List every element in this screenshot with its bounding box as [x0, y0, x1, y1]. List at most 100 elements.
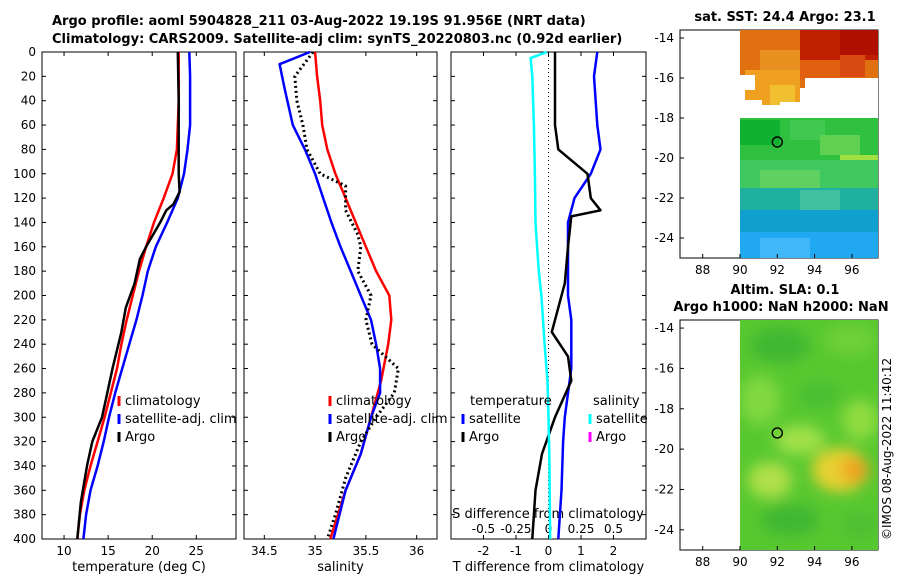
y-tick-label: 120	[13, 191, 36, 205]
map-x-tick-label: 96	[844, 263, 859, 277]
y-tick-label: 240	[13, 337, 36, 351]
x-tick-label: 0	[545, 544, 553, 558]
x-tick-label: 35	[307, 544, 322, 558]
sla-map-title-line2: Argo h1000: NaN h2000: NaN	[673, 300, 889, 315]
y-tick-label: 100	[13, 167, 36, 181]
map-y-tick-label: -24	[654, 523, 674, 537]
y-tick-label: 260	[13, 362, 36, 376]
legend-label: satellite-adj. clim	[336, 412, 448, 427]
salinity-panel: 34.5 35 35.5 36 salinity climatology satellite…	[243, 50, 448, 575]
x-tick-label: -1	[510, 544, 522, 558]
y-tick-label: 220	[13, 313, 36, 327]
legend-label: climatology	[125, 394, 201, 409]
x-tick-label: 25	[189, 544, 204, 558]
sst-map	[679, 29, 879, 259]
sla-map-title-line1: Altim. SLA: 0.1	[730, 283, 840, 298]
map-x-tick-label: 94	[807, 555, 822, 569]
sst-map-title: sat. SST: 24.4 Argo: 23.1	[694, 10, 876, 25]
map-y-tick-label: -22	[654, 482, 674, 496]
x-tick-label: 34.5	[251, 544, 278, 558]
legend-label: Argo	[596, 430, 626, 445]
difference-panel: -2 -1 0 1 2 T difference from climatology S di…	[450, 50, 648, 575]
x-tick-label: 36	[409, 544, 424, 558]
series-line-s-satellite	[529, 50, 552, 540]
map-x-tick-label: 92	[770, 263, 785, 277]
series-line-satellite-adj-clim	[82, 51, 192, 540]
y-tick-label: 0	[28, 45, 36, 59]
map-y-tick-label: -14	[654, 321, 674, 335]
plot-frame	[41, 51, 237, 540]
sst-map-field	[740, 30, 878, 258]
map-x-tick-label: 90	[732, 555, 747, 569]
y-tick-label: 280	[13, 386, 36, 400]
map-x-tick-label: 94	[807, 263, 822, 277]
y-tick-label: 60	[21, 118, 36, 132]
figure-title-line1: Argo profile: aoml 5904828_211 03-Aug-20…	[52, 14, 586, 29]
series-line-climatology	[76, 52, 180, 540]
y-tick-label: 180	[13, 264, 36, 278]
copyright-text: ©IMOS 08-Aug-2022 11:40:12	[880, 357, 894, 540]
sla-float-marker	[771, 427, 783, 439]
y-tick-label: 340	[13, 459, 36, 473]
x-tick-label: 35.5	[353, 544, 380, 558]
map-y-tick-label: -18	[654, 111, 674, 125]
legend-temperature-header: temperature	[470, 394, 552, 409]
x2-tick-label: -0.5	[472, 522, 495, 536]
y-tick-label: 140	[13, 215, 36, 229]
y-tick-label: 360	[13, 483, 36, 497]
legend-label: satellite	[596, 412, 648, 427]
x-axis-label: salinity	[317, 560, 364, 575]
series-line-satellite-adj-clim	[278, 50, 382, 540]
y-tick-label: 300	[13, 410, 36, 424]
map-x-tick-label: 92	[770, 555, 785, 569]
x2-tick-label: 0	[545, 522, 553, 536]
legend-label: satellite	[469, 412, 521, 427]
map-y-tick-label: -18	[654, 402, 674, 416]
map-x-tick-label: 88	[695, 263, 710, 277]
map-x-tick-label: 96	[844, 555, 859, 569]
sla-map	[679, 319, 879, 551]
x2-tick-label: 0.5	[604, 522, 623, 536]
legend-label: Argo	[125, 430, 155, 445]
map-axes: 88 90 92 94 96 -14 -16 -18 -20 -22 -24 88 90 92 94 96 -1…	[654, 31, 859, 569]
x-tick-label: 10	[56, 544, 71, 558]
map-y-tick-label: -14	[654, 31, 674, 45]
map-x-tick-label: 88	[695, 555, 710, 569]
x2-tick-label: 0.25	[568, 522, 595, 536]
y-tick-label: 80	[21, 142, 36, 156]
x-tick-label: 20	[145, 544, 160, 558]
y-tick-label: 160	[13, 240, 36, 254]
legend-label: Argo	[469, 430, 499, 445]
x-tick-label: -2	[478, 544, 490, 558]
legend-label: Argo	[336, 430, 366, 445]
legend-label: climatology	[336, 394, 412, 409]
series-line-t-argo	[531, 52, 602, 540]
temperature-panel: 0 20 40 60 80 100 120 140 160 180 200 220 240 260 280 3…	[13, 45, 237, 575]
series-line-t-satellite	[557, 51, 602, 540]
x-tick-label: 2	[610, 544, 618, 558]
x-axis-label: temperature (deg C)	[72, 560, 206, 575]
y-tick-label: 400	[13, 532, 36, 546]
map-y-tick-label: -24	[654, 231, 674, 245]
map-y-tick-label: -22	[654, 191, 674, 205]
series-line-argo	[76, 51, 181, 540]
x-tick-label: 15	[100, 544, 115, 558]
y-tick-label: 40	[21, 94, 36, 108]
sla-map-field	[740, 320, 878, 550]
sst-float-marker	[771, 136, 783, 148]
y-tick-label: 380	[13, 508, 36, 522]
x2-axis-label: S difference from climatology	[452, 507, 644, 522]
map-y-tick-label: -16	[654, 71, 674, 85]
figure-title-line2: Climatology: CARS2009. Satellite-adj cli…	[52, 32, 623, 47]
x2-tick-label: -0.25	[500, 522, 531, 536]
y-tick-label: 320	[13, 435, 36, 449]
legend-label: satellite-adj. clim	[125, 412, 237, 427]
map-x-tick-label: 90	[732, 263, 747, 277]
x-axis-label: T difference from climatology	[452, 560, 645, 575]
legend-salinity-header: salinity	[593, 394, 640, 409]
map-y-tick-label: -16	[654, 361, 674, 375]
map-y-tick-label: -20	[654, 442, 674, 456]
x-tick-label: 1	[577, 544, 585, 558]
map-y-tick-label: -20	[654, 151, 674, 165]
